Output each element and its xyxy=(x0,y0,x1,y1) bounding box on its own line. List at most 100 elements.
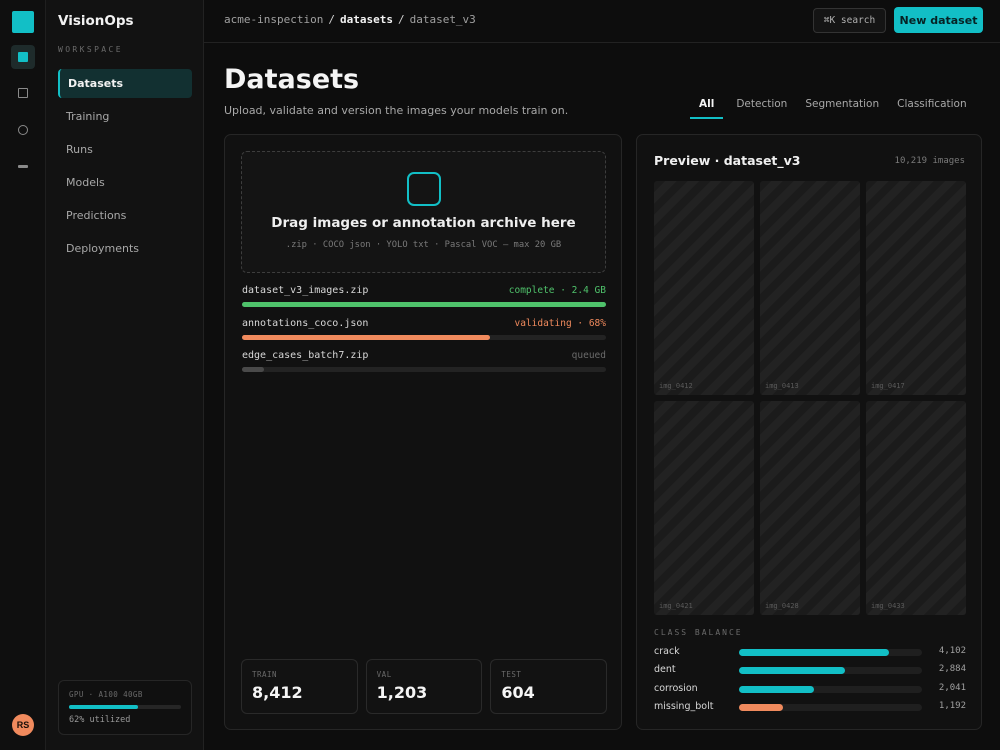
file-progress-bar xyxy=(242,367,606,372)
image-thumbnail[interactable]: img_0428 xyxy=(760,401,860,615)
class-name: missing_bolt xyxy=(654,700,714,712)
gpu-label: GPU · A100 40GB xyxy=(69,690,143,699)
thumbnail-grid: img_0412 img_0413 img_0417 img_0421 img_0428… xyxy=(654,181,966,615)
upload-icon xyxy=(407,172,441,206)
sidebar-nav: Datasets Training Runs Models Prediction… xyxy=(58,69,192,267)
icon-rail: RS xyxy=(0,0,46,750)
file-progress-fill xyxy=(242,302,606,307)
class-count: 2,884 xyxy=(938,664,966,675)
user-avatar[interactable]: RS xyxy=(12,714,34,736)
class-count: 1,192 xyxy=(938,700,966,711)
preview-title: Preview · dataset_v3 xyxy=(654,153,801,168)
sidebar-item-deployments[interactable]: Deployments xyxy=(66,242,140,255)
search-button[interactable]: ⌘K search xyxy=(813,8,886,33)
class-name: crack xyxy=(654,646,680,657)
file-name: annotations_coco.json xyxy=(242,317,369,329)
upload-file-list: dataset_v3_images.zip complete · 2.4 GB an… xyxy=(242,285,606,383)
thumbnail-label: img_0412 xyxy=(659,382,693,390)
upload-file-row[interactable]: annotations_coco.json validating · 68% xyxy=(242,318,606,351)
image-count: 10,219 images xyxy=(894,156,965,166)
file-name: edge_cases_batch7.zip xyxy=(242,350,369,361)
split-label: TRAIN xyxy=(252,670,278,679)
class-bar-fill xyxy=(739,685,814,693)
split-value: 1,203 xyxy=(376,683,428,702)
new-dataset-button[interactable]: New dataset xyxy=(894,7,983,33)
sidebar-item-models[interactable]: Models xyxy=(66,176,105,189)
thumbnail-label: img_0428 xyxy=(765,602,799,610)
class-bar-track xyxy=(739,685,922,693)
breadcrumb: acme-inspection / datasets / dataset_v3 xyxy=(224,13,476,26)
file-progress-fill xyxy=(242,367,264,372)
app-name: VisionOps xyxy=(58,13,134,29)
class-balance-label: CLASS BALANCE xyxy=(654,628,743,637)
split-label: TEST xyxy=(501,670,522,679)
image-thumbnail[interactable]: img_0413 xyxy=(760,181,860,395)
split-summary: TRAIN 8,412 VAL 1,203 TEST 604 xyxy=(241,659,608,714)
file-status: validating · 68% xyxy=(514,317,606,329)
thumbnail-label: img_0421 xyxy=(659,602,693,610)
page-title: Datasets xyxy=(224,64,360,95)
file-status: queued xyxy=(571,350,606,361)
class-bar-track xyxy=(739,667,922,675)
split-test: TEST 604 xyxy=(490,659,608,714)
class-balance-list: crack 4,102 dent 2,884 corrosion 2,041 missing… xyxy=(654,645,966,718)
class-name: corrosion xyxy=(654,682,698,694)
tab-segmentation[interactable]: Segmentation xyxy=(805,98,880,110)
class-balance-row: crack 4,102 xyxy=(654,645,966,663)
sidebar-item-training[interactable]: Training xyxy=(66,110,110,123)
class-count: 4,102 xyxy=(938,646,966,656)
breadcrumb-item-workspace[interactable]: acme-inspection xyxy=(224,13,324,26)
datasets-icon[interactable] xyxy=(11,45,35,69)
page-subtitle: Upload, validate and version the images … xyxy=(224,104,569,117)
thumbnail-label: img_0413 xyxy=(765,382,799,390)
image-thumbnail[interactable]: img_0412 xyxy=(654,181,754,395)
square-icon[interactable] xyxy=(11,81,35,105)
image-thumbnail[interactable]: img_0417 xyxy=(866,181,966,395)
workspace-label: WORKSPACE xyxy=(58,45,123,54)
file-status: complete · 2.4 GB xyxy=(508,285,606,296)
gpu-utilization-text: 62% utilized xyxy=(69,715,131,725)
class-balance-row: missing_bolt 1,192 xyxy=(654,700,966,718)
file-progress-fill xyxy=(242,334,490,340)
image-thumbnail[interactable]: img_0421 xyxy=(654,401,754,615)
gpu-usage-bar xyxy=(69,705,181,709)
upload-file-row[interactable]: dataset_v3_images.zip complete · 2.4 GB xyxy=(242,285,606,318)
thumbnail-label: img_0417 xyxy=(871,382,905,390)
tab-detection[interactable]: Detection xyxy=(736,98,788,110)
class-balance-row: corrosion 2,041 xyxy=(654,682,966,700)
app-logo-icon[interactable] xyxy=(12,11,34,33)
breadcrumb-item-datasets[interactable]: datasets xyxy=(339,13,393,26)
split-value: 8,412 xyxy=(252,683,303,702)
split-val: VAL 1,203 xyxy=(365,659,483,714)
sidebar-item-predictions[interactable]: Predictions xyxy=(66,209,127,222)
split-value: 604 xyxy=(501,683,535,702)
class-bar-track xyxy=(739,703,922,711)
split-train: TRAIN 8,412 xyxy=(241,659,358,714)
gpu-usage-fill xyxy=(69,705,139,709)
class-name: dent xyxy=(654,664,676,676)
image-thumbnail[interactable]: img_0433 xyxy=(866,401,966,615)
dataset-type-tabs: All Detection Segmentation Classificatio… xyxy=(690,94,976,119)
breadcrumb-item-dataset[interactable]: dataset_v3 xyxy=(409,13,476,26)
file-name: dataset_v3_images.zip xyxy=(242,285,369,296)
sidebar-item-datasets[interactable]: Datasets xyxy=(58,69,192,98)
upload-card: Drag images or annotation archive here .… xyxy=(224,134,622,730)
file-progress-bar xyxy=(242,302,606,307)
preview-card: Preview · dataset_v3 10,219 images img_0… xyxy=(636,134,982,730)
sidebar-item-runs[interactable]: Runs xyxy=(66,143,93,156)
gpu-usage-card: GPU · A100 40GB 62% utilized xyxy=(58,680,192,735)
tab-classification[interactable]: Classification xyxy=(897,98,967,110)
dash-icon[interactable] xyxy=(11,154,35,178)
thumbnail-label: img_0433 xyxy=(871,602,905,610)
circle-icon[interactable] xyxy=(11,118,35,142)
tab-all[interactable]: All xyxy=(690,94,724,119)
class-bar-track xyxy=(739,649,922,656)
dropzone-title: Drag images or annotation archive here xyxy=(271,215,576,231)
upload-file-row[interactable]: edge_cases_batch7.zip queued xyxy=(242,350,606,383)
split-label: VAL xyxy=(376,670,392,679)
sidebar: VisionOps WORKSPACE Datasets Training Ru… xyxy=(46,0,204,750)
dropzone-subtitle: .zip · COCO json · YOLO txt · Pascal VOC… xyxy=(285,240,562,250)
class-bar-fill xyxy=(739,703,783,711)
upload-dropzone[interactable]: Drag images or annotation archive here .… xyxy=(241,151,606,273)
